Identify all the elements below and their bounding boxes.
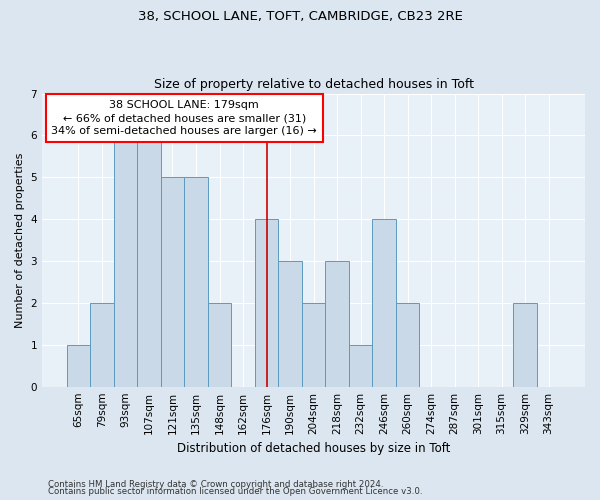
- Bar: [255, 219, 278, 386]
- Bar: [208, 303, 231, 386]
- Bar: [114, 136, 137, 386]
- Text: 38, SCHOOL LANE, TOFT, CAMBRIDGE, CB23 2RE: 38, SCHOOL LANE, TOFT, CAMBRIDGE, CB23 2…: [137, 10, 463, 23]
- Text: Contains HM Land Registry data © Crown copyright and database right 2024.: Contains HM Land Registry data © Crown c…: [48, 480, 383, 489]
- Bar: [67, 345, 90, 387]
- Bar: [325, 261, 349, 386]
- Bar: [302, 303, 325, 386]
- Title: Size of property relative to detached houses in Toft: Size of property relative to detached ho…: [154, 78, 473, 91]
- Bar: [372, 219, 396, 386]
- Bar: [349, 345, 372, 387]
- Bar: [161, 178, 184, 386]
- Bar: [278, 261, 302, 386]
- X-axis label: Distribution of detached houses by size in Toft: Distribution of detached houses by size …: [177, 442, 450, 455]
- Bar: [514, 303, 537, 386]
- Bar: [137, 136, 161, 386]
- Text: 38 SCHOOL LANE: 179sqm
← 66% of detached houses are smaller (31)
34% of semi-det: 38 SCHOOL LANE: 179sqm ← 66% of detached…: [52, 100, 317, 136]
- Y-axis label: Number of detached properties: Number of detached properties: [15, 152, 25, 328]
- Bar: [396, 303, 419, 386]
- Bar: [90, 303, 114, 386]
- Text: Contains public sector information licensed under the Open Government Licence v3: Contains public sector information licen…: [48, 488, 422, 496]
- Bar: [184, 178, 208, 386]
